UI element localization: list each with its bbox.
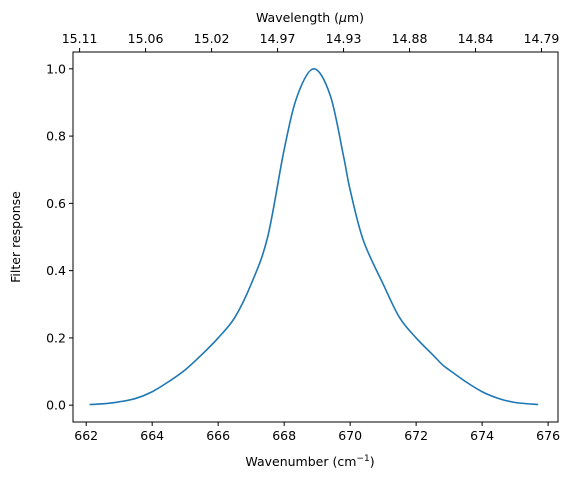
series-line — [89, 68, 539, 406]
x-tick-label: 664 — [140, 428, 164, 443]
x-tick-label: 666 — [206, 428, 230, 443]
y-tick-label: 0.8 — [46, 129, 66, 144]
top-tick-label: 15.02 — [194, 31, 230, 46]
top-tick-label: 15.11 — [62, 31, 98, 46]
x-tick-label: 676 — [536, 428, 560, 443]
top-tick-label: 14.97 — [260, 31, 296, 46]
top-axis-ticks: 15.11 15.06 15.02 14.97 14.93 14.88 14.84 14.79 — [62, 31, 560, 52]
x-tick-label: 670 — [338, 428, 362, 443]
x-tick-label: 672 — [404, 428, 428, 443]
y-tick-label: 0.2 — [46, 330, 66, 345]
plot-area — [72, 51, 559, 423]
top-tick-label: 15.06 — [128, 31, 164, 46]
y-tick-label: 0.0 — [46, 398, 66, 413]
x-tick-label: 662 — [74, 428, 98, 443]
y-tick-label: 0.6 — [46, 196, 66, 211]
y-tick-label: 1.0 — [46, 61, 66, 76]
y-tick-label: 0.4 — [46, 263, 66, 278]
x-axis-label-close: ) — [370, 454, 375, 469]
bottom-axis-ticks: 662 664 666 668 670 672 674 676 — [74, 422, 560, 443]
y-axis-label: Filter response — [8, 191, 23, 283]
top-tick-label: 14.84 — [458, 31, 494, 46]
top-tick-label: 14.93 — [326, 31, 362, 46]
x-axis-label-superscript: −1 — [356, 454, 369, 464]
top-axis-label-unit: m) — [347, 10, 364, 25]
top-tick-label: 14.79 — [524, 31, 560, 46]
x-tick-label: 674 — [470, 428, 494, 443]
top-axis-label: Wavelength (μm) — [256, 10, 364, 25]
x-axis-label: Wavenumber (cm−1) — [245, 454, 374, 469]
top-tick-label: 14.88 — [392, 31, 428, 46]
left-axis-ticks: 0.0 0.2 0.4 0.6 0.8 1.0 — [46, 61, 73, 413]
top-axis-label-mu: μ — [338, 10, 347, 25]
x-tick-label: 668 — [272, 428, 296, 443]
